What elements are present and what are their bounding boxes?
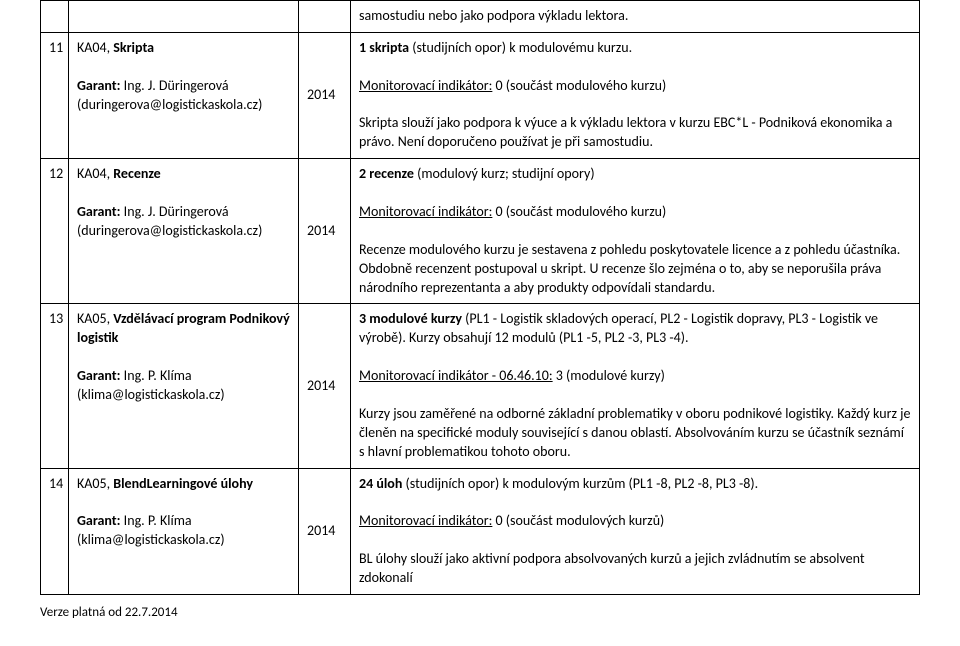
row-year: 2014: [299, 304, 351, 468]
row-number: [41, 1, 69, 33]
row-left: KA04, RecenzeGarant: Ing. J. Düringerová…: [69, 159, 299, 304]
row-year: [299, 1, 351, 33]
table-row: samostudiu nebo jako podpora výkladu lek…: [41, 1, 920, 33]
row-right: 1 skripta (studijních opor) k modulovému…: [351, 32, 920, 158]
row-right: samostudiu nebo jako podpora výkladu lek…: [351, 1, 920, 33]
row-right: 2 recenze (modulový kurz; studijní opory…: [351, 159, 920, 304]
row-number: 11: [41, 32, 69, 158]
table-row: 11KA04, SkriptaGarant: Ing. J. Düringero…: [41, 32, 920, 158]
row-year: 2014: [299, 32, 351, 158]
table-row: 12KA04, RecenzeGarant: Ing. J. Düringero…: [41, 159, 920, 304]
row-number: 13: [41, 304, 69, 468]
row-left: KA05, Vzdělávací program Podnikový logis…: [69, 304, 299, 468]
footer-version: Verze platná od 22.7.2014: [40, 605, 920, 620]
row-left: [69, 1, 299, 33]
row-left: KA04, SkriptaGarant: Ing. J. Düringerová…: [69, 32, 299, 158]
row-year: 2014: [299, 468, 351, 594]
content-table: samostudiu nebo jako podpora výkladu lek…: [40, 0, 920, 595]
table-row: 13KA05, Vzdělávací program Podnikový log…: [41, 304, 920, 468]
row-year: 2014: [299, 159, 351, 304]
row-left: KA05, BlendLearningové úlohyGarant: Ing.…: [69, 468, 299, 594]
row-right: 24 úloh (studijních opor) k modulovým ku…: [351, 468, 920, 594]
row-number: 14: [41, 468, 69, 594]
row-right: 3 modulové kurzy (PL1 - Logistik skladov…: [351, 304, 920, 468]
row-number: 12: [41, 159, 69, 304]
table-row: 14KA05, BlendLearningové úlohyGarant: In…: [41, 468, 920, 594]
